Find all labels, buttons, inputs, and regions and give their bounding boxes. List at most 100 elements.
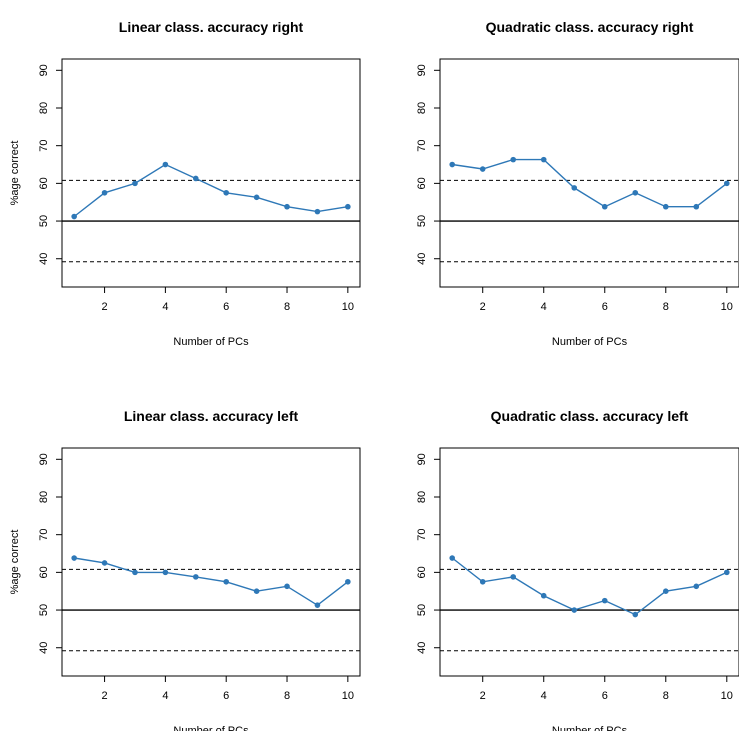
panel-4-point-3 (510, 574, 517, 580)
panel-3-series-line (74, 557, 349, 607)
panel-2-x-tick-label-4: 4 (541, 301, 547, 313)
panel-1-y-tick-label-70: 70 (38, 140, 50, 152)
panel-2: Quadratic class. accuracy right Number of… (416, 19, 739, 348)
panel-3-point-2 (101, 560, 108, 566)
panel-3-x-tick-label-2: 2 (102, 690, 108, 702)
panel-3-x-tick-label-10: 10 (342, 690, 354, 702)
panel-2-y-tick-label-50: 50 (416, 215, 428, 227)
panel-4-point-8 (662, 588, 669, 595)
panel-3-y-tick-label-50: 50 (38, 604, 50, 616)
panel-2-y-tick-label-70: 70 (416, 140, 428, 152)
panel-1-x-tick-label-8: 8 (284, 301, 290, 313)
panel-2-y-tick-label-80: 80 (416, 102, 428, 114)
panel-4-point-1 (449, 555, 456, 561)
panel-2-point-3 (510, 156, 517, 163)
panel-4-point-6 (601, 597, 608, 604)
panel-3-x-tick-label-8: 8 (284, 690, 290, 702)
panel-2-series-line (452, 158, 728, 208)
panel-4-x-tick-label-6: 6 (602, 690, 608, 702)
panel-2-point-6 (601, 203, 608, 210)
panel-2-x-tick-label-6: 6 (602, 301, 608, 313)
panel-1-y-tick-label-40: 40 (38, 253, 50, 265)
panel-1-point-4 (162, 161, 169, 168)
panel-1-x-axis-label: Number of PCs (173, 336, 249, 348)
panel-1-title: Linear class. accuracy right (119, 19, 304, 35)
panel-3-point-8 (284, 583, 290, 590)
panel-4-point-9 (693, 583, 700, 590)
panel-2-point-8 (662, 203, 669, 210)
panel-4-plot-frame (439, 447, 739, 677)
panel-4-y-tick-label-40: 40 (416, 642, 428, 654)
panel-2-point-5 (571, 185, 578, 191)
panel-4-point-4 (540, 592, 547, 599)
panel-3-title: Linear class. accuracy left (124, 408, 299, 424)
panel-3-x-tick-label-4: 4 (162, 690, 168, 702)
panel-1-series-line (73, 163, 348, 218)
panel-2-title: Quadratic class. accuracy right (486, 19, 694, 35)
panel-1-point-6 (223, 189, 230, 196)
panel-3-point-10 (345, 578, 351, 585)
panel-4-y-tick-label-90: 90 (416, 453, 428, 465)
panel-1-point-7 (253, 194, 260, 201)
panel-1-point-1 (71, 213, 77, 220)
panel-2-point-7 (632, 189, 639, 196)
panel-3-y-tick-label-40: 40 (38, 642, 50, 654)
panel-3-point-5 (192, 574, 199, 580)
panel-1-point-9 (314, 208, 321, 215)
panel-4: Quadratic class. accuracy left Number of … (416, 408, 739, 731)
panel-1-y-tick-label-90: 90 (38, 64, 50, 76)
panel-2-point-1 (449, 161, 456, 168)
panel-1-y-tick-label-80: 80 (38, 102, 50, 114)
panel-4-point-2 (479, 578, 486, 585)
panel-1-point-3 (132, 180, 138, 187)
panel-1-plot-frame (61, 58, 361, 288)
panel-4-x-tick-label-8: 8 (663, 690, 669, 702)
panel-1-x-tick-label-2: 2 (102, 301, 108, 313)
panel-1-y-tick-label-60: 60 (38, 177, 50, 189)
panel-2-y-tick-label-60: 60 (416, 177, 428, 189)
panel-1-x-tick-label-6: 6 (223, 301, 229, 313)
panel-4-series-line (451, 557, 728, 616)
panel-3-point-1 (71, 555, 77, 561)
panel-4-y-tick-label-70: 70 (416, 529, 428, 541)
panel-3-y-tick-label-90: 90 (38, 453, 50, 465)
panel-4-point-5 (571, 607, 578, 613)
panel-3-point-9 (314, 602, 321, 608)
panel-3-y-tick-label-70: 70 (38, 529, 50, 541)
panel-1: Linear class. accuracy right Number of PC… (9, 19, 361, 348)
panel-4-y-tick-label-60: 60 (416, 566, 428, 578)
panel-3: Linear class. accuracy left Number of PCs… (9, 408, 361, 731)
panel-4-point-7 (632, 611, 639, 618)
panel-3-point-3 (132, 569, 138, 576)
panel-3-y-axis-label: %age correct (9, 530, 21, 595)
panel-4-point-10 (723, 569, 730, 576)
panel-2-x-tick-label-2: 2 (480, 301, 486, 313)
panel-3-point-6 (223, 578, 230, 585)
panel-2-point-2 (479, 166, 486, 172)
panel-1-x-tick-label-4: 4 (162, 301, 168, 313)
panel-2-point-9 (693, 203, 700, 210)
panel-2-plot-frame (439, 58, 739, 288)
panel-3-point-7 (253, 588, 260, 595)
panel-1-point-5 (192, 175, 199, 182)
panel-4-x-axis-label: Number of PCs (552, 725, 628, 731)
panel-4-x-tick-label-10: 10 (721, 690, 733, 702)
panel-3-y-tick-label-80: 80 (38, 491, 50, 503)
panel-4-x-tick-label-2: 2 (480, 690, 486, 702)
panel-3-x-axis-label: Number of PCs (173, 725, 249, 731)
panel-2-x-axis-label: Number of PCs (552, 336, 628, 348)
panel-4-x-tick-label-4: 4 (541, 690, 547, 702)
panel-1-y-tick-label-50: 50 (38, 215, 50, 227)
panel-2-point-4 (540, 156, 547, 163)
panel-2-point-10 (723, 180, 730, 187)
panel-4-y-tick-label-80: 80 (416, 491, 428, 503)
panel-3-x-tick-label-6: 6 (223, 690, 229, 702)
panel-2-x-tick-label-8: 8 (663, 301, 669, 313)
panel-2-x-tick-label-10: 10 (721, 301, 733, 313)
panel-2-y-tick-label-90: 90 (416, 64, 428, 76)
panel-2-y-tick-label-40: 40 (416, 253, 428, 265)
panel-4-y-tick-label-50: 50 (416, 604, 428, 616)
panel-1-point-2 (101, 189, 108, 196)
panel-3-point-4 (162, 569, 169, 576)
